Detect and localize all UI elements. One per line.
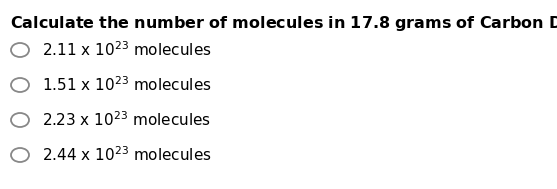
Ellipse shape <box>11 113 29 127</box>
Text: 2.23 x 10$^{23}$ molecules: 2.23 x 10$^{23}$ molecules <box>42 111 211 129</box>
Ellipse shape <box>11 148 29 162</box>
Ellipse shape <box>11 43 29 57</box>
Text: $\mathbf{Calculate\ the\ number\ of\ molecules\ in\ 17.8\ grams\ of\ Carbon\ Dio: $\mathbf{Calculate\ the\ number\ of\ mol… <box>10 14 557 33</box>
Text: 1.51 x 10$^{23}$ molecules: 1.51 x 10$^{23}$ molecules <box>42 76 212 94</box>
Text: 2.11 x 10$^{23}$ molecules: 2.11 x 10$^{23}$ molecules <box>42 41 212 59</box>
Ellipse shape <box>11 78 29 92</box>
Text: 2.44 x 10$^{23}$ molecules: 2.44 x 10$^{23}$ molecules <box>42 146 212 164</box>
